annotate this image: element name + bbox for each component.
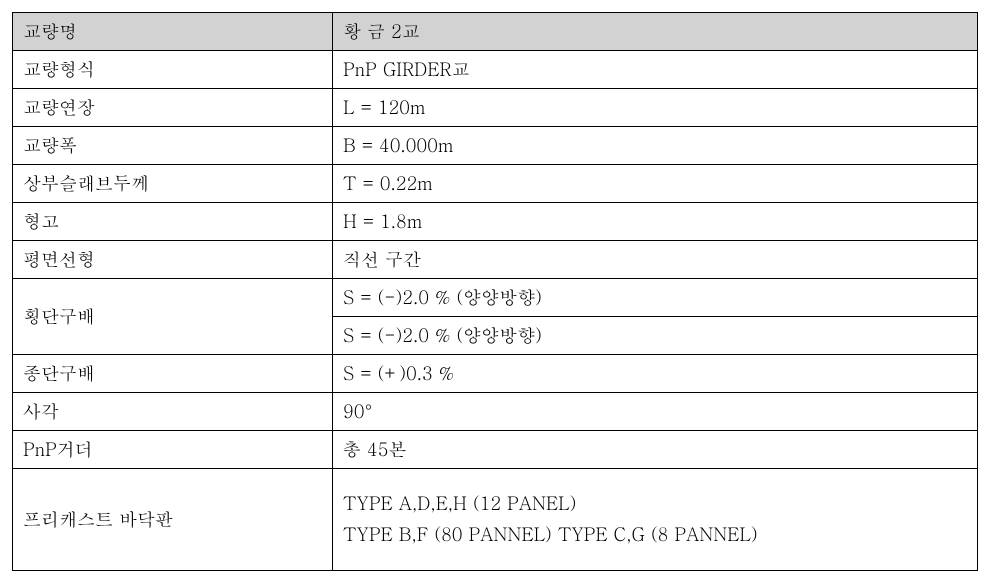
row-value: T = 0.22m: [333, 165, 978, 203]
row-value: L = 120m: [333, 89, 978, 127]
table-row: 상부슬래브두께 T = 0.22m: [13, 165, 978, 203]
table-row: 교량연장 L = 120m: [13, 89, 978, 127]
value-line: TYPE B,F (80 PANNEL) TYPE C,G (8 PANNEL): [343, 520, 967, 551]
table-row: 평면선형 직선 구간: [13, 241, 978, 279]
table-row: 교량형식 PnP GIRDER교: [13, 51, 978, 89]
row-label: 교량연장: [13, 89, 333, 127]
row-label: 교량폭: [13, 127, 333, 165]
table-row: 사각 90°: [13, 393, 978, 431]
bridge-spec-table: 교량명 황 금 2교 교량형식 PnP GIRDER교 교량연장 L = 120…: [12, 12, 978, 571]
row-value: 황 금 2교: [333, 13, 978, 51]
row-value: 90°: [333, 393, 978, 431]
table-row: PnP거더 총 45본: [13, 431, 978, 469]
row-value: H = 1.8m: [333, 203, 978, 241]
table-row: 횡단구배 S = (-)2.0 % (양양방향): [13, 279, 978, 317]
row-label: 사각: [13, 393, 333, 431]
table-row: 교량폭 B = 40.000m: [13, 127, 978, 165]
table-row: 종단구배 S = (+)0.3 %: [13, 355, 978, 393]
row-value: 총 45본: [333, 431, 978, 469]
row-value: B = 40.000m: [333, 127, 978, 165]
row-label: 상부슬래브두께: [13, 165, 333, 203]
row-value: PnP GIRDER교: [333, 51, 978, 89]
row-value: S = (-)2.0 % (양양방향): [333, 279, 978, 317]
row-label: PnP거더: [13, 431, 333, 469]
row-label: 교량명: [13, 13, 333, 51]
row-label: 횡단구배: [13, 279, 333, 355]
row-value: 직선 구간: [333, 241, 978, 279]
row-label: 평면선형: [13, 241, 333, 279]
row-label: 프리캐스트 바닥판: [13, 469, 333, 571]
table-row: 교량명 황 금 2교: [13, 13, 978, 51]
row-value: S = (-)2.0 % (양양방향): [333, 317, 978, 355]
table-row: 형고 H = 1.8m: [13, 203, 978, 241]
value-line: TYPE A,D,E,H (12 PANEL): [343, 489, 967, 520]
row-label: 종단구배: [13, 355, 333, 393]
row-label: 형고: [13, 203, 333, 241]
row-label: 교량형식: [13, 51, 333, 89]
table-row: 프리캐스트 바닥판 TYPE A,D,E,H (12 PANEL) TYPE B…: [13, 469, 978, 571]
row-value: TYPE A,D,E,H (12 PANEL) TYPE B,F (80 PAN…: [333, 469, 978, 571]
row-value: S = (+)0.3 %: [333, 355, 978, 393]
